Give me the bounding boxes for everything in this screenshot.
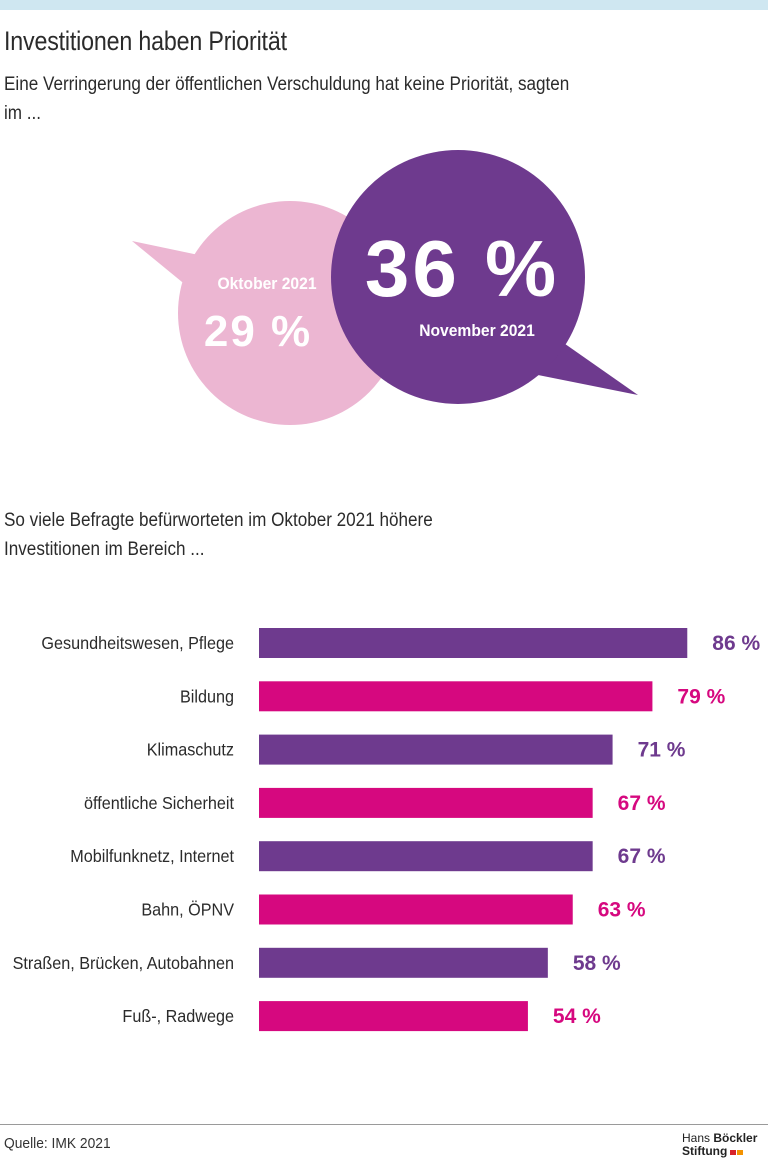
chart-intro: So viele Befragte befürworteten im Oktob… [4,510,433,560]
bubble-november-month: November 2021 [419,321,535,340]
bubble-october-month: Oktober 2021 [217,274,316,293]
bubble-november-circle [331,150,585,404]
category-label: Klimaschutz [147,740,234,760]
value-label: 58 % [573,952,621,975]
category-label: Bahn, ÖPNV [141,900,234,920]
value-label: 79 % [677,685,725,708]
logo-line-2: Stiftung [682,1145,762,1158]
value-label: 67 % [618,845,666,868]
speech-bubbles: Oktober 2021 29 % 36 % November 2021 [132,150,638,425]
category-label: Bildung [180,687,234,707]
value-label: 67 % [618,792,666,815]
logo-line-1: Hans Böckler [682,1132,762,1145]
value-label: 86 % [712,632,760,655]
logo-mark-red [730,1150,737,1156]
source-note: Quelle: IMK 2021 [4,1135,111,1152]
bar [259,894,573,925]
bar [259,1001,528,1032]
category-label: Gesundheitswesen, Pflege [41,633,234,653]
value-label: 71 % [638,739,686,762]
logo-stiftung: Stiftung [682,1144,728,1158]
category-label: öffentliche Sicherheit [84,793,234,813]
logo-hans: Hans [682,1131,714,1145]
footer-divider [0,1124,768,1125]
category-label: Mobilfunknetz, Internet [70,846,234,866]
logo-mark-orange [737,1150,744,1156]
value-label: 54 % [553,1005,601,1028]
bar [259,681,653,712]
category-label: Straßen, Brücken, Autobahnen [13,953,234,973]
bar [259,841,593,872]
chart-title: Investitionen haben Priorität [4,26,287,56]
bar [259,628,688,658]
bubble-november [331,150,638,404]
bar [259,787,593,818]
logo-mark-icon [730,1145,744,1158]
bar [259,734,613,765]
logo-boeckler: Böckler [713,1131,758,1145]
chart-subtitle: Eine Verringerung der öffentlichen Versc… [4,74,570,124]
category-label: Fuß-, Radwege [122,1006,234,1026]
bar-chart: Gesundheitswesen, Pflege 86 % Bildung 79 % K… [13,628,760,1032]
value-label: 63 % [598,899,646,922]
publisher-logo: Hans Böckler Stiftung [682,1132,762,1158]
top-accent-bar [0,0,768,10]
bubble-november-value: 36 % [365,224,559,313]
bubble-october-value: 29 % [204,307,312,356]
bar [259,947,548,978]
